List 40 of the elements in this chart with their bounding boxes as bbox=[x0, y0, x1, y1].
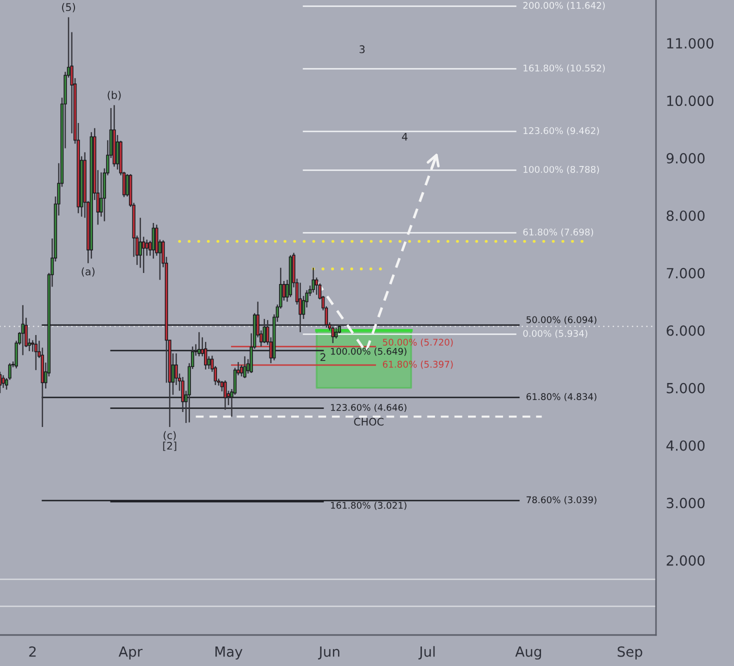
annotation: 4 bbox=[402, 132, 408, 141]
series-label: 123.60% (9.462) bbox=[524, 127, 599, 136]
y-tick-label: 4.000 bbox=[666, 440, 705, 451]
series-label: 78.60% (3.039) bbox=[526, 496, 596, 504]
annotation: (b) bbox=[108, 90, 121, 100]
series-label: 161.80% (10.552) bbox=[524, 64, 605, 73]
x-tick-label: Apr bbox=[118, 646, 143, 660]
series-label: 123.60% (4.646) bbox=[331, 404, 406, 412]
series-label: 100.00% (8.788) bbox=[524, 166, 599, 174]
series-label: 50.00% (5.720) bbox=[382, 338, 453, 347]
annotation: [2] bbox=[163, 442, 176, 451]
x-tick-label: Jul bbox=[418, 646, 435, 660]
y-tick-label: 6.000 bbox=[666, 325, 705, 336]
series-label: 61.80% (5.397) bbox=[382, 360, 453, 369]
y-tick-label: 11.000 bbox=[667, 38, 714, 49]
annotation: (a) bbox=[82, 267, 94, 277]
annotation: CHOC bbox=[354, 418, 384, 426]
annotation: (c) bbox=[164, 431, 176, 440]
series-label: 200.00% (11.642) bbox=[523, 2, 605, 10]
y-tick-label: 10.000 bbox=[667, 96, 714, 106]
annotation: 3 bbox=[360, 45, 365, 54]
annotation: 2 bbox=[320, 353, 326, 361]
series-label: 161.80% (3.021) bbox=[331, 502, 406, 510]
y-tick-label: 7.000 bbox=[666, 268, 705, 278]
y-tick-label: 8.000 bbox=[666, 210, 705, 221]
y-tick-label: 5.000 bbox=[666, 382, 705, 394]
y-tick-label: 9.000 bbox=[666, 153, 705, 164]
x-tick-label: Jun bbox=[318, 646, 340, 660]
x-tick-label: 2 bbox=[29, 646, 36, 657]
x-tick-label: May bbox=[215, 646, 242, 660]
y-tick-label: 3.000 bbox=[666, 498, 705, 508]
x-tick-label: Aug bbox=[515, 646, 542, 660]
x-tick-label: Sep bbox=[618, 646, 642, 660]
y-tick-label: 2.000 bbox=[666, 555, 705, 566]
series-label: 50.00% (6.094) bbox=[526, 316, 596, 324]
series-label: 100.00% (5.649) bbox=[331, 348, 406, 356]
series-label: 0.00% (5.934) bbox=[523, 330, 588, 338]
annotation: (5) bbox=[62, 3, 76, 12]
series-label: 61.80% (4.834) bbox=[526, 393, 596, 402]
series-label: 61.80% (7.698) bbox=[523, 228, 594, 237]
